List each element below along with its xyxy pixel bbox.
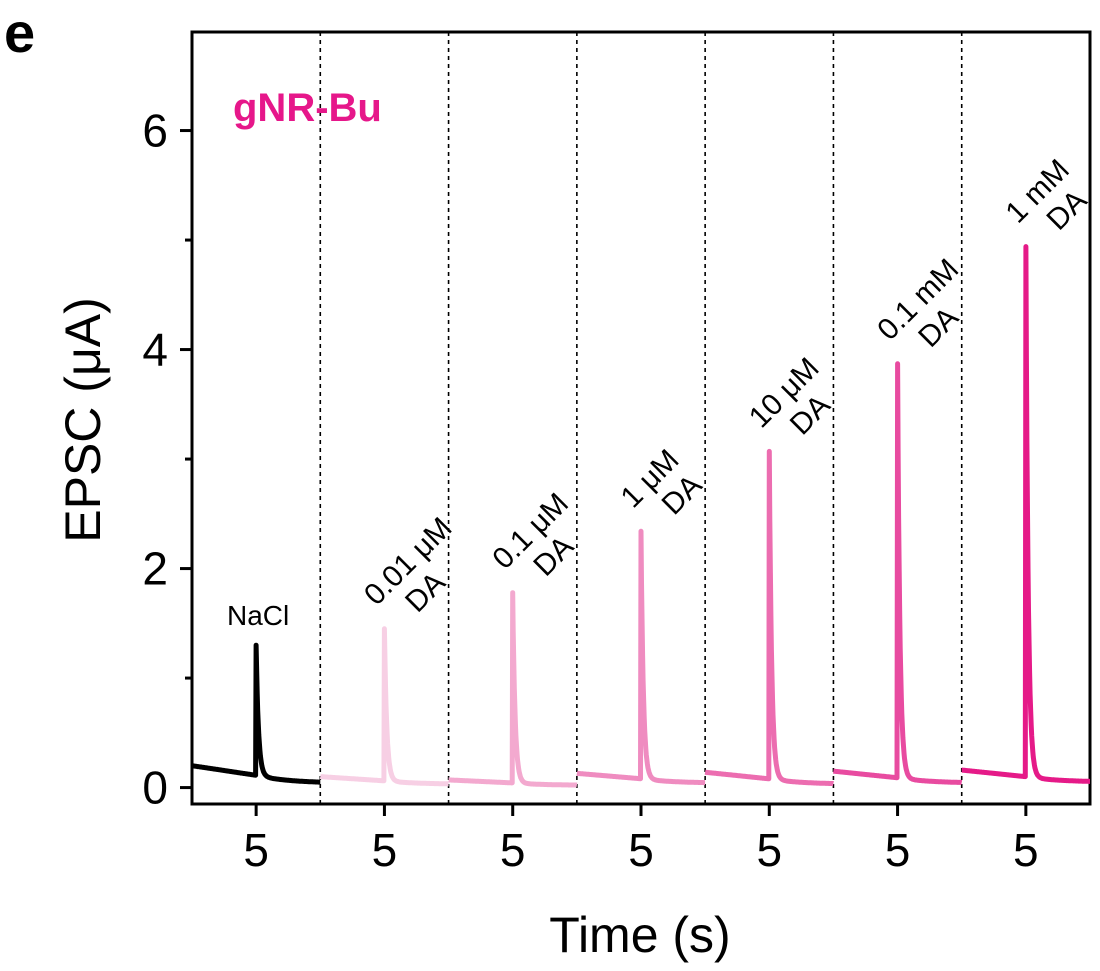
x-tick-label: 5 <box>628 824 654 876</box>
series-line <box>574 528 708 786</box>
segment-dividers <box>319 32 963 804</box>
series-line <box>446 590 579 788</box>
series-line <box>959 244 1092 784</box>
series-group <box>190 244 1092 788</box>
x-tick-label: 5 <box>885 824 911 876</box>
chart-title: gNR-Bu <box>233 86 382 130</box>
y-tick-label: 6 <box>142 105 168 157</box>
series-line <box>831 361 964 785</box>
axes: 5 5 5 5 5 5 5 0 2 4 6 <box>142 105 1038 876</box>
x-axis-label: Time (s) <box>549 907 730 963</box>
series-label: NaCl <box>227 600 289 631</box>
x-tick-label: 5 <box>1013 824 1039 876</box>
x-tick-label: 5 <box>243 824 269 876</box>
series-line <box>703 448 836 787</box>
y-tick-label: 0 <box>142 762 168 814</box>
x-tick-label: 5 <box>756 824 782 876</box>
series-line <box>318 626 451 787</box>
series-line <box>190 642 323 785</box>
x-tick-label: 5 <box>372 824 398 876</box>
y-tick-label: 2 <box>142 543 168 595</box>
y-tick-label: 4 <box>142 324 168 376</box>
y-axis-label: EPSC (μA) <box>55 297 111 543</box>
x-tick-label: 5 <box>500 824 526 876</box>
panel-label: e <box>4 1 35 64</box>
